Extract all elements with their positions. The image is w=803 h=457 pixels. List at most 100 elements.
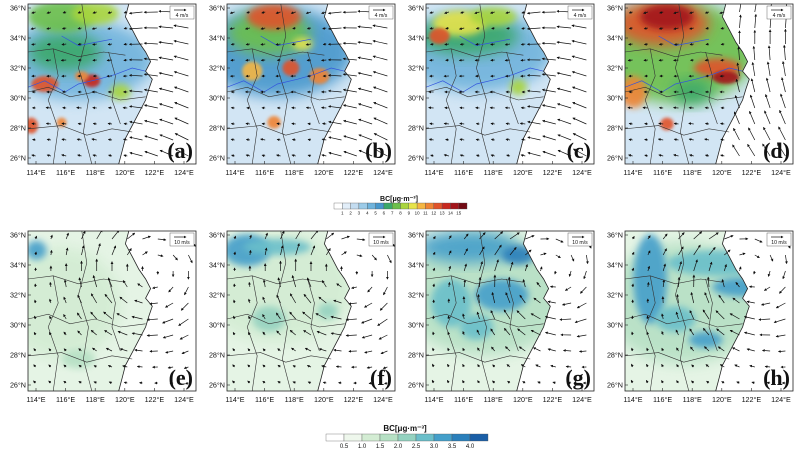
wind-arrow xyxy=(49,315,52,320)
lon-tick-label: 116°E xyxy=(653,395,672,404)
province-border xyxy=(625,275,723,285)
wind-arrow xyxy=(749,110,756,125)
wind-arrow xyxy=(159,134,174,141)
wind-arrow xyxy=(289,329,296,336)
wind-arrow xyxy=(90,293,98,304)
reference-vector: 4 m/s xyxy=(567,5,593,20)
wind-arrow xyxy=(631,251,635,256)
lon-tick-label: 114°E xyxy=(225,168,244,177)
wind-arrow xyxy=(533,297,541,304)
wind-arrow xyxy=(646,281,650,288)
wind-arrow xyxy=(431,379,435,384)
wind-arrow xyxy=(676,293,679,304)
colorbar-swatch xyxy=(441,202,451,210)
lat-tick-label: 26°N xyxy=(209,154,225,163)
wind-arrow xyxy=(678,246,684,256)
panel-label: (a) xyxy=(167,138,193,163)
panel-label: (c) xyxy=(567,138,591,163)
lat-tick-label: 36°N xyxy=(408,231,424,240)
coastline xyxy=(317,4,352,164)
wind-arrow xyxy=(463,233,469,240)
wind-arrow xyxy=(321,58,327,62)
province-border xyxy=(227,86,345,101)
wind-arrow xyxy=(643,26,648,30)
wind-arrow xyxy=(445,26,449,30)
wind-arrow xyxy=(162,318,174,324)
lon-tick-label: 122°E xyxy=(543,395,563,404)
wind-arrow xyxy=(706,380,710,384)
wind-arrow xyxy=(585,254,589,265)
wind-arrow xyxy=(691,364,695,368)
wind-arrow xyxy=(372,39,388,45)
wind-arrow xyxy=(527,105,541,109)
wind-arrow xyxy=(152,286,158,290)
wind-arrow xyxy=(556,87,572,93)
reference-vector-label: 10 m/s xyxy=(572,240,588,246)
wind-arrow xyxy=(443,122,449,126)
concentration-patch xyxy=(633,234,667,324)
wind-arrow xyxy=(291,42,296,46)
lon-tick-label: 118°E xyxy=(285,395,304,404)
wind-arrow xyxy=(248,281,251,288)
wind-arrow xyxy=(328,105,342,109)
wind-arrow xyxy=(490,310,496,320)
lat-tick-label: 26°N xyxy=(10,381,26,390)
wind-arrow xyxy=(704,154,710,158)
lat-tick-label: 36°N xyxy=(607,231,623,240)
wind-arrow xyxy=(628,138,633,142)
wind-arrow xyxy=(764,93,771,109)
wind-arrow xyxy=(754,254,760,259)
wind-arrow xyxy=(763,126,771,141)
wind-arrow xyxy=(232,364,236,368)
wind-arrow xyxy=(77,294,82,304)
wind-arrow xyxy=(506,26,511,30)
wind-arrow xyxy=(356,254,363,258)
wind-arrow xyxy=(583,270,587,280)
wind-arrow xyxy=(539,266,543,272)
lat-tick-label: 34°N xyxy=(408,34,424,43)
wind-arrow xyxy=(448,250,452,256)
wind-vectors xyxy=(630,231,791,385)
wind-arrow xyxy=(357,72,373,77)
province-border xyxy=(227,48,325,58)
wind-arrow xyxy=(277,348,281,352)
wind-arrow xyxy=(261,11,266,14)
wind-arrow xyxy=(720,122,725,126)
wind-arrow xyxy=(361,334,373,339)
wind-arrow xyxy=(78,364,82,368)
wind-arrow xyxy=(315,313,327,320)
wind-arrow xyxy=(477,364,481,368)
wind-arrow xyxy=(537,381,541,384)
wind-arrow xyxy=(731,347,740,352)
wind-arrow xyxy=(525,235,535,240)
wind-arrow xyxy=(321,154,327,157)
wind-arrow xyxy=(230,42,235,46)
wind-arrow xyxy=(762,143,771,157)
wind-arrow xyxy=(504,43,511,46)
colorbar-swatch xyxy=(433,433,453,442)
wind-arrow xyxy=(775,302,786,309)
wind-arrow xyxy=(174,102,189,109)
wind-arrow xyxy=(644,154,648,158)
wind-arrow xyxy=(92,347,97,352)
wind-arrow xyxy=(46,138,51,142)
concentration-patch xyxy=(474,279,529,311)
wind-arrow xyxy=(318,348,327,352)
sea-mask xyxy=(317,231,395,391)
wind-arrow xyxy=(63,380,67,384)
wind-arrow xyxy=(62,10,67,14)
wind-arrow xyxy=(307,138,312,142)
wind-arrow xyxy=(183,366,189,370)
province-border xyxy=(108,51,121,125)
wind-arrow xyxy=(556,41,572,45)
wind-arrow xyxy=(778,126,786,141)
wind-arrow xyxy=(490,328,495,336)
wind-arrow xyxy=(232,331,236,336)
wind-arrow xyxy=(31,11,36,14)
province-border xyxy=(476,231,491,391)
province-border xyxy=(426,125,531,136)
reference-vector-label: 4 m/s xyxy=(375,13,388,19)
wind-arrow xyxy=(661,330,664,336)
wind-vectors xyxy=(33,231,196,385)
